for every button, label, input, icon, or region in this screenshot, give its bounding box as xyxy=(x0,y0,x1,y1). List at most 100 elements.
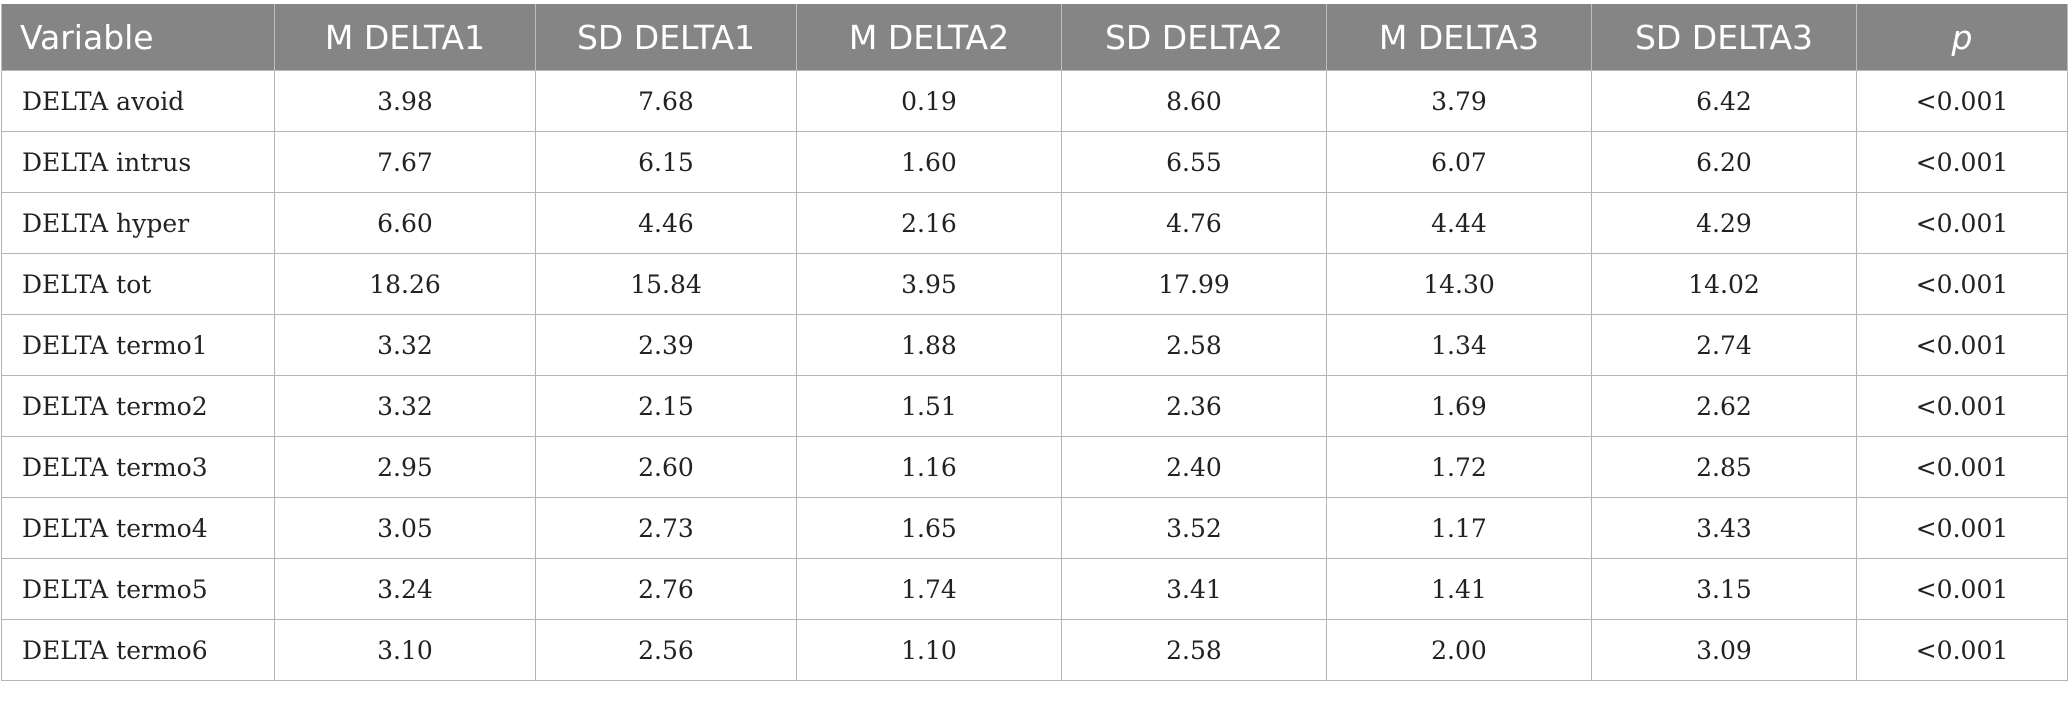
cell-sd-delta3: 3.15 xyxy=(1591,558,1857,620)
cell-p-value: <0.001 xyxy=(1856,314,2068,376)
header-sd-delta3: SD DELTA3 xyxy=(1591,4,1857,71)
header-m-delta1: M DELTA1 xyxy=(274,4,536,71)
cell-m-delta3: 1.69 xyxy=(1326,375,1592,437)
cell-m-delta1: 6.60 xyxy=(274,192,536,254)
cell-sd-delta2: 2.36 xyxy=(1061,375,1327,437)
cell-p-value: <0.001 xyxy=(1856,70,2068,132)
cell-m-delta2: 1.60 xyxy=(796,131,1062,193)
table-row: DELTA termo5 3.24 2.76 1.74 3.41 1.41 3.15 <0.0… xyxy=(1,558,2068,620)
cell-m-delta3: 4.44 xyxy=(1326,192,1592,254)
cell-sd-delta2: 4.76 xyxy=(1061,192,1327,254)
cell-m-delta2: 1.16 xyxy=(796,436,1062,498)
results-table-container: Variable M DELTA1 SD DELTA1 M DELTA2 SD … xyxy=(0,4,2068,681)
cell-p-value: <0.001 xyxy=(1856,131,2068,193)
table-row: DELTA intrus 7.67 6.15 1.60 6.55 6.07 6.20 <0.0… xyxy=(1,131,2068,193)
cell-variable: DELTA termo3 xyxy=(1,436,275,498)
cell-sd-delta3: 6.42 xyxy=(1591,70,1857,132)
cell-sd-delta3: 3.43 xyxy=(1591,497,1857,559)
cell-variable: DELTA termo4 xyxy=(1,497,275,559)
cell-sd-delta3: 6.20 xyxy=(1591,131,1857,193)
cell-sd-delta1: 2.39 xyxy=(535,314,797,376)
cell-p-value: <0.001 xyxy=(1856,497,2068,559)
cell-m-delta3: 1.34 xyxy=(1326,314,1592,376)
cell-sd-delta1: 6.15 xyxy=(535,131,797,193)
cell-p-value: <0.001 xyxy=(1856,375,2068,437)
cell-variable: DELTA termo2 xyxy=(1,375,275,437)
cell-m-delta3: 1.72 xyxy=(1326,436,1592,498)
cell-m-delta1: 3.32 xyxy=(274,375,536,437)
cell-variable: DELTA hyper xyxy=(1,192,275,254)
cell-m-delta2: 1.74 xyxy=(796,558,1062,620)
cell-sd-delta2: 2.58 xyxy=(1061,619,1327,681)
cell-sd-delta1: 15.84 xyxy=(535,253,797,315)
cell-m-delta2: 1.65 xyxy=(796,497,1062,559)
cell-sd-delta2: 3.41 xyxy=(1061,558,1327,620)
cell-sd-delta2: 3.52 xyxy=(1061,497,1327,559)
cell-sd-delta3: 2.74 xyxy=(1591,314,1857,376)
header-m-delta2: M DELTA2 xyxy=(796,4,1062,71)
cell-sd-delta3: 2.62 xyxy=(1591,375,1857,437)
cell-variable: DELTA termo5 xyxy=(1,558,275,620)
table-row: DELTA termo3 2.95 2.60 1.16 2.40 1.72 2.85 <0.0… xyxy=(1,436,2068,498)
cell-m-delta2: 1.88 xyxy=(796,314,1062,376)
cell-m-delta1: 7.67 xyxy=(274,131,536,193)
cell-m-delta3: 6.07 xyxy=(1326,131,1592,193)
table-row: DELTA termo1 3.32 2.39 1.88 2.58 1.34 2.74 <0.0… xyxy=(1,314,2068,376)
cell-m-delta3: 2.00 xyxy=(1326,619,1592,681)
header-p-value: p xyxy=(1856,4,2068,71)
cell-m-delta2: 0.19 xyxy=(796,70,1062,132)
cell-p-value: <0.001 xyxy=(1856,192,2068,254)
cell-sd-delta2: 17.99 xyxy=(1061,253,1327,315)
cell-m-delta1: 18.26 xyxy=(274,253,536,315)
cell-sd-delta3: 3.09 xyxy=(1591,619,1857,681)
cell-m-delta2: 2.16 xyxy=(796,192,1062,254)
table-body: DELTA avoid 3.98 7.68 0.19 8.60 3.79 6.42 <0.00… xyxy=(1,70,2068,681)
header-m-delta3: M DELTA3 xyxy=(1326,4,1592,71)
cell-sd-delta2: 8.60 xyxy=(1061,70,1327,132)
cell-m-delta3: 3.79 xyxy=(1326,70,1592,132)
cell-sd-delta2: 2.58 xyxy=(1061,314,1327,376)
cell-sd-delta1: 2.60 xyxy=(535,436,797,498)
header-sd-delta2: SD DELTA2 xyxy=(1061,4,1327,71)
table-row: DELTA tot 18.26 15.84 3.95 17.99 14.30 14.02 <0… xyxy=(1,253,2068,315)
cell-sd-delta1: 7.68 xyxy=(535,70,797,132)
table-row: DELTA avoid 3.98 7.68 0.19 8.60 3.79 6.42 <0.00… xyxy=(1,70,2068,132)
cell-m-delta1: 3.05 xyxy=(274,497,536,559)
table-row: DELTA hyper 6.60 4.46 2.16 4.76 4.44 4.29 <0.00… xyxy=(1,192,2068,254)
header-sd-delta1: SD DELTA1 xyxy=(535,4,797,71)
cell-sd-delta3: 2.85 xyxy=(1591,436,1857,498)
cell-variable: DELTA termo1 xyxy=(1,314,275,376)
cell-m-delta1: 3.98 xyxy=(274,70,536,132)
cell-sd-delta1: 2.76 xyxy=(535,558,797,620)
cell-sd-delta1: 2.73 xyxy=(535,497,797,559)
cell-p-value: <0.001 xyxy=(1856,436,2068,498)
cell-m-delta3: 1.17 xyxy=(1326,497,1592,559)
cell-m-delta2: 1.10 xyxy=(796,619,1062,681)
cell-m-delta1: 2.95 xyxy=(274,436,536,498)
cell-m-delta1: 3.10 xyxy=(274,619,536,681)
table-row: DELTA termo6 3.10 2.56 1.10 2.58 2.00 3.09 <0.0… xyxy=(1,619,2068,681)
cell-m-delta1: 3.32 xyxy=(274,314,536,376)
cell-sd-delta1: 2.15 xyxy=(535,375,797,437)
cell-variable: DELTA termo6 xyxy=(1,619,275,681)
header-variable: Variable xyxy=(1,4,275,71)
table-row: DELTA termo2 3.32 2.15 1.51 2.36 1.69 2.62 <0.0… xyxy=(1,375,2068,437)
cell-p-value: <0.001 xyxy=(1856,253,2068,315)
cell-m-delta3: 14.30 xyxy=(1326,253,1592,315)
results-table: Variable M DELTA1 SD DELTA1 M DELTA2 SD … xyxy=(1,4,2068,681)
cell-variable: DELTA avoid xyxy=(1,70,275,132)
cell-p-value: <0.001 xyxy=(1856,619,2068,681)
cell-variable: DELTA intrus xyxy=(1,131,275,193)
cell-sd-delta1: 4.46 xyxy=(535,192,797,254)
cell-m-delta1: 3.24 xyxy=(274,558,536,620)
cell-sd-delta1: 2.56 xyxy=(535,619,797,681)
cell-p-value: <0.001 xyxy=(1856,558,2068,620)
cell-m-delta3: 1.41 xyxy=(1326,558,1592,620)
table-row: DELTA termo4 3.05 2.73 1.65 3.52 1.17 3.43 <0.0… xyxy=(1,497,2068,559)
cell-sd-delta3: 4.29 xyxy=(1591,192,1857,254)
cell-variable: DELTA tot xyxy=(1,253,275,315)
cell-m-delta2: 3.95 xyxy=(796,253,1062,315)
header-row: Variable M DELTA1 SD DELTA1 M DELTA2 SD … xyxy=(1,4,2068,71)
cell-sd-delta3: 14.02 xyxy=(1591,253,1857,315)
cell-m-delta2: 1.51 xyxy=(796,375,1062,437)
